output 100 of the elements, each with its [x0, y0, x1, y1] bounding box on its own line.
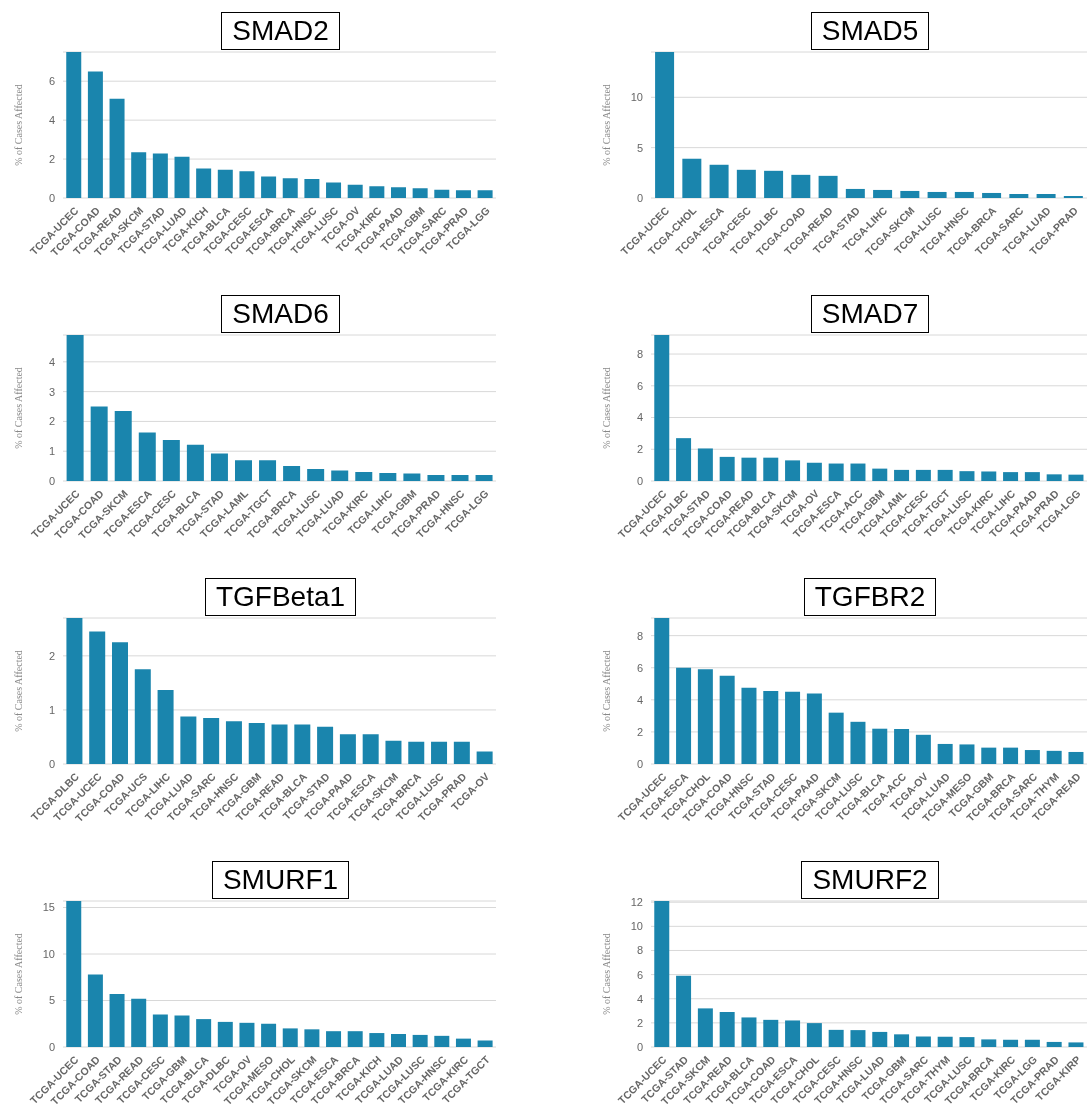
bar — [326, 182, 342, 198]
bar — [900, 190, 920, 198]
bar — [959, 471, 975, 481]
bar — [174, 1015, 190, 1047]
bar — [391, 187, 406, 198]
bar — [235, 460, 252, 481]
bar — [981, 1039, 997, 1047]
bar — [915, 734, 931, 764]
chart-title: SMAD5 — [810, 12, 930, 50]
bar — [655, 52, 675, 198]
bar — [477, 1040, 493, 1047]
y-axis-title: % of Cases Affected — [600, 650, 612, 732]
bar — [217, 1021, 233, 1047]
bar — [162, 439, 180, 481]
bar — [134, 669, 151, 764]
bar — [850, 1030, 866, 1047]
bar — [709, 164, 729, 198]
bar — [719, 456, 735, 481]
bar — [1046, 474, 1062, 481]
bar — [1068, 751, 1084, 764]
bar — [959, 744, 975, 764]
bar — [915, 469, 931, 481]
bar — [455, 190, 471, 198]
bar — [89, 631, 106, 764]
bar — [283, 466, 301, 481]
bar — [676, 975, 692, 1047]
y-tick-label: 0 — [48, 1040, 55, 1053]
bar — [828, 463, 844, 481]
bar — [412, 188, 428, 198]
bar — [186, 444, 204, 481]
bar — [741, 457, 757, 481]
bar — [138, 432, 156, 481]
bar — [1024, 750, 1040, 764]
bar — [317, 726, 334, 764]
bar — [477, 190, 493, 198]
bar — [791, 174, 811, 198]
bar — [845, 188, 865, 198]
bar — [152, 1014, 168, 1047]
bar — [451, 475, 469, 481]
bar — [347, 1031, 363, 1047]
bar — [828, 712, 844, 764]
bar — [66, 618, 83, 764]
y-tick-label: 5 — [48, 994, 55, 1007]
bar — [763, 691, 779, 764]
y-tick-label: 6 — [636, 968, 643, 981]
bar — [873, 189, 893, 198]
bar — [282, 178, 298, 198]
bar — [66, 52, 82, 198]
bar — [872, 728, 888, 764]
bar — [1068, 474, 1084, 481]
bar — [362, 734, 379, 764]
bar — [818, 175, 838, 198]
bar — [294, 724, 311, 764]
bar — [828, 1029, 844, 1047]
bar — [259, 460, 277, 481]
bar — [1046, 1041, 1062, 1047]
y-tick-label: 2 — [636, 443, 643, 456]
bar — [87, 974, 103, 1047]
bar — [937, 743, 953, 764]
bar — [408, 741, 425, 764]
y-tick-label: 0 — [636, 1040, 643, 1053]
bar — [196, 1019, 212, 1047]
y-tick-label: 6 — [48, 75, 55, 88]
bar — [785, 1020, 801, 1047]
y-tick-label: 2 — [636, 1016, 643, 1029]
bar — [307, 469, 325, 481]
y-tick-label: 8 — [636, 347, 643, 360]
bar — [434, 189, 450, 198]
bar — [385, 740, 402, 764]
bar — [282, 1028, 298, 1047]
bar — [180, 716, 197, 764]
bar — [981, 471, 997, 481]
bar — [981, 747, 997, 764]
y-tick-label: 0 — [48, 474, 55, 487]
bar — [109, 993, 125, 1047]
bar — [203, 718, 220, 764]
bar — [785, 691, 801, 764]
bar — [379, 472, 397, 481]
bar — [131, 998, 147, 1047]
y-tick-label: 2 — [48, 649, 55, 662]
bar — [676, 667, 692, 764]
y-tick-label: 12 — [630, 896, 643, 909]
bar — [697, 669, 713, 764]
y-tick-label: 8 — [636, 629, 643, 642]
bar — [131, 152, 147, 198]
y-axis-title: % of Cases Affected — [600, 367, 612, 449]
bar — [217, 169, 233, 198]
y-tick-label: 0 — [636, 757, 643, 770]
bar — [763, 457, 779, 481]
y-tick-label: 4 — [48, 114, 55, 127]
bar — [210, 453, 228, 481]
bar — [736, 169, 756, 198]
y-tick-label: 0 — [636, 191, 643, 204]
bar — [1024, 472, 1040, 481]
chart-title: SMURF1 — [211, 861, 350, 899]
bar — [1036, 193, 1056, 198]
bar — [239, 1022, 255, 1047]
bar — [763, 1019, 779, 1047]
bar — [109, 98, 125, 198]
y-tick-label: 10 — [630, 91, 643, 104]
